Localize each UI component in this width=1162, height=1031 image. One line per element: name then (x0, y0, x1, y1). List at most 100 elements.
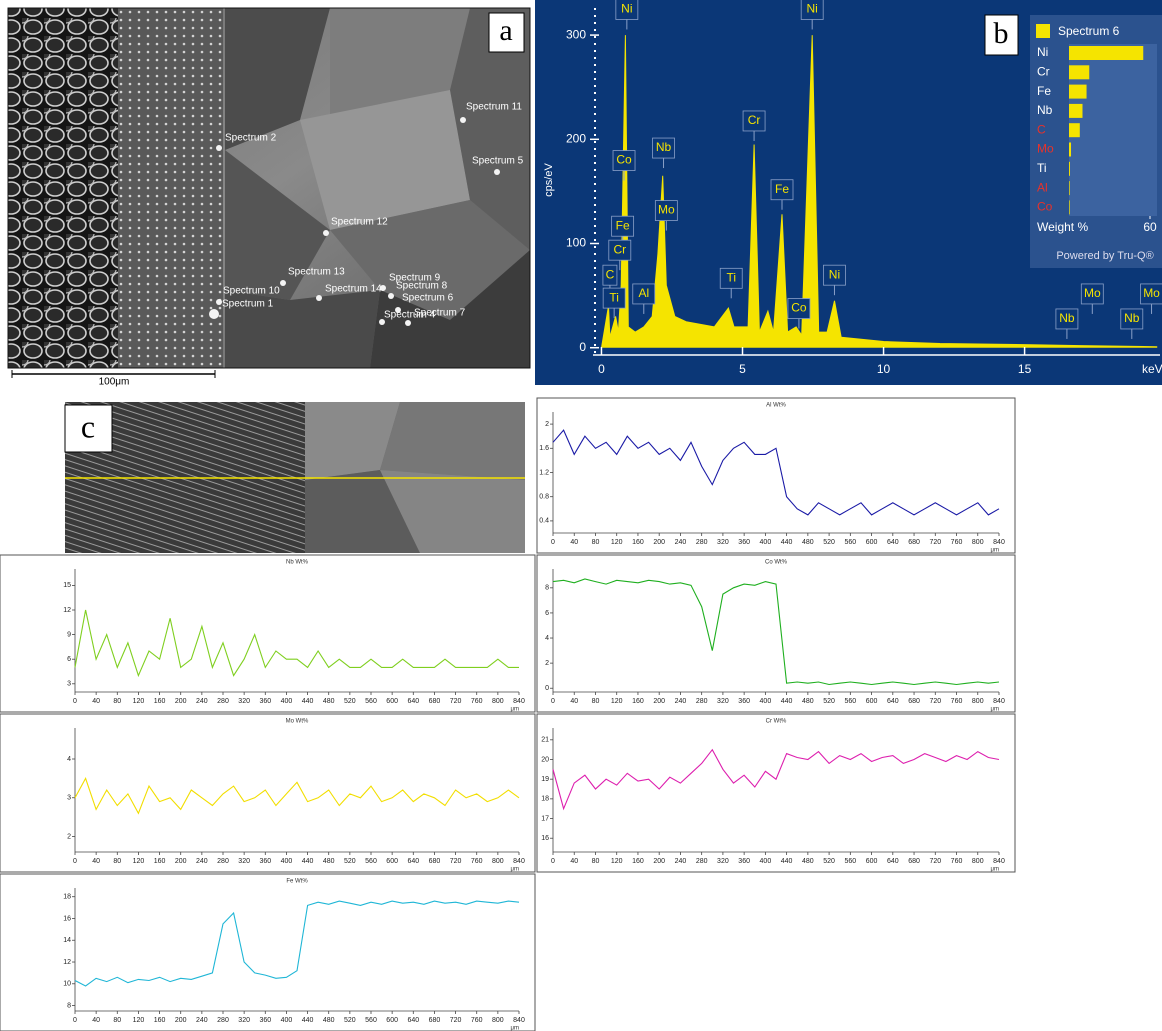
spectrum-label: Spectrum 12 (331, 217, 388, 228)
x-tick-label: 840 (993, 539, 1005, 546)
x-tick-label: 440 (781, 698, 793, 705)
x-tick-label: 40 (570, 858, 578, 865)
x-tick-label: 240 (196, 1017, 208, 1024)
x-tick-label: 680 (908, 539, 920, 546)
y-tick-label: 0 (579, 340, 586, 354)
peak-label: Ti (726, 270, 736, 284)
x-tick-label: 640 (887, 858, 899, 865)
spectrum-spot (405, 320, 411, 326)
spectrum-spot (323, 230, 329, 236)
x-tick-label: 600 (866, 539, 878, 546)
x-tick-label: 40 (92, 1017, 100, 1024)
inset-title: Spectrum 6 (1058, 24, 1120, 38)
x-tick-label: 0 (73, 698, 77, 705)
x-tick-label: 600 (866, 858, 878, 865)
y-tick-label: 2 (545, 660, 549, 667)
y-tick-label: 16 (541, 835, 549, 842)
x-tick-label: 760 (471, 698, 483, 705)
bar-label: Fe (1037, 84, 1051, 98)
x-tick-label: 720 (450, 858, 462, 865)
x-tick-label: 240 (196, 858, 208, 865)
chart-title: Fe Wt% (286, 879, 308, 885)
x-tick-label: 760 (471, 1017, 483, 1024)
x-tick-label: 440 (302, 1017, 314, 1024)
x-tick-label: 80 (113, 858, 121, 865)
y-tick-label: 300 (566, 27, 586, 41)
x-tick-label: 120 (611, 698, 623, 705)
x-tick-label: 680 (908, 698, 920, 705)
y-tick-label: 17 (541, 815, 549, 822)
x-tick-label: 200 (175, 858, 187, 865)
x-tick-label: 680 (429, 858, 441, 865)
x-tick-label: 0 (598, 362, 605, 376)
bar-label: Ti (1037, 161, 1047, 175)
x-tick-label: 840 (993, 698, 1005, 705)
bar-label: C (1037, 122, 1046, 136)
x-tick-label: 600 (386, 1017, 398, 1024)
x-tick-label: 520 (344, 858, 356, 865)
x-tick-label: 680 (429, 698, 441, 705)
y-tick-label: 0.4 (539, 518, 549, 525)
bar-label: Cr (1037, 64, 1050, 78)
y-tick-label: 21 (541, 737, 549, 744)
x-tick-label: 680 (429, 1017, 441, 1024)
y-tick-label: 14 (63, 937, 71, 944)
x-tick-label: 280 (217, 1017, 229, 1024)
y-tick-label: 12 (63, 959, 71, 966)
y-tick-label: 9 (67, 631, 71, 638)
x-tick-label: 400 (760, 539, 772, 546)
peak-label: Nb (1124, 311, 1140, 325)
y-tick-label: 1.2 (539, 469, 549, 476)
x-tick-label: 80 (113, 1017, 121, 1024)
x-tick-label: 0 (73, 1017, 77, 1024)
y-tick-label: 0.8 (539, 494, 549, 501)
x-tick-label: 0 (551, 539, 555, 546)
x-tick-label: 560 (365, 1017, 377, 1024)
x-tick-label: 80 (592, 858, 600, 865)
x-tick-label: 40 (92, 858, 100, 865)
chart-frame (0, 874, 535, 1031)
page: a 100μm c Spectrum 2Spectrum 11Spectrum … (0, 0, 1162, 1031)
y-tick-label: 6 (67, 656, 71, 663)
x-unit: μm (991, 707, 999, 713)
x-tick-label: 400 (760, 698, 772, 705)
x-tick-label: 160 (154, 698, 166, 705)
y-tick-label: 4 (67, 756, 71, 763)
peak-label: Fe (616, 218, 630, 232)
x-tick-label: 320 (717, 858, 729, 865)
x-tick-label: 440 (781, 539, 793, 546)
x-tick-label: 520 (823, 539, 835, 546)
x-tick-label: 520 (344, 698, 356, 705)
x-tick-label: 15 (1018, 362, 1032, 376)
x-tick-label: 240 (675, 698, 687, 705)
x-axis-label: Weight % (1037, 220, 1088, 234)
x-tick-label: 320 (717, 698, 729, 705)
peak-label: Fe (775, 182, 789, 196)
x-tick-label: 440 (302, 698, 314, 705)
bar (1069, 162, 1070, 176)
x-tick-label: 800 (972, 858, 984, 865)
x-tick-label: 40 (570, 539, 578, 546)
x-tick-label: 480 (802, 698, 814, 705)
x-tick-label: 0 (551, 858, 555, 865)
x-unit: μm (991, 867, 999, 873)
chart-frame (537, 555, 1015, 712)
x-tick-label: 640 (887, 539, 899, 546)
x-tick-label: 240 (196, 698, 208, 705)
peak-label: Al (638, 286, 649, 300)
chart-frame (0, 555, 535, 712)
y-tick-label: 4 (545, 635, 549, 642)
y-tick-label: 2 (545, 421, 549, 428)
sem-image-c (65, 402, 525, 553)
x-tick-label: 800 (492, 1017, 504, 1024)
bar-label: Al (1037, 180, 1048, 194)
x-tick-label: 480 (802, 539, 814, 546)
x-tick-label: 400 (281, 698, 293, 705)
peak-label: Co (616, 153, 632, 167)
x-unit: μm (511, 707, 519, 713)
spectrum-label: Spectrum 7 (414, 308, 466, 319)
x-tick-label: 0 (551, 698, 555, 705)
x-tick-label: 640 (407, 858, 419, 865)
x-tick-label: 440 (302, 858, 314, 865)
x-tick-label: 680 (908, 858, 920, 865)
